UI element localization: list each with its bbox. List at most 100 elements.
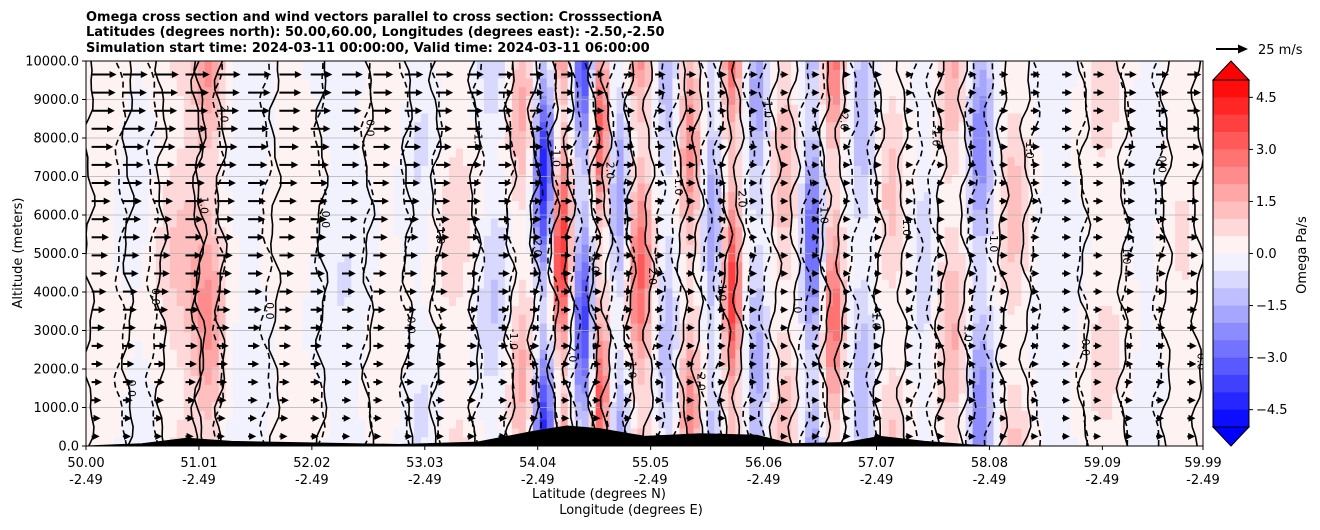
omega-cell: [162, 349, 171, 360]
omega-cell: [176, 271, 185, 281]
omega-cell: [623, 236, 632, 246]
omega-cell: [721, 393, 729, 403]
omega-cell: [162, 367, 171, 377]
omega-cell: [239, 297, 248, 307]
omega-cell: [553, 87, 562, 97]
omega-cell: [853, 183, 862, 193]
omega-cell: [106, 393, 115, 403]
omega-cell: [546, 183, 555, 193]
omega-cell: [553, 139, 562, 150]
omega-cell: [497, 402, 506, 412]
omega-cell: [658, 376, 667, 386]
omega-cell: [860, 393, 869, 403]
omega-cell: [853, 297, 862, 307]
omega-cell: [435, 78, 443, 88]
omega-cell: [386, 306, 394, 316]
omega-cell: [225, 209, 234, 220]
omega-cell: [141, 306, 150, 316]
omega-cell: [428, 411, 436, 421]
omega-cell: [846, 227, 855, 237]
omega-cell: [574, 314, 583, 325]
omega-cell: [686, 78, 694, 88]
omega-cell: [337, 166, 345, 176]
omega-cell: [239, 61, 248, 71]
omega-cell: [860, 61, 869, 71]
omega-cell: [630, 78, 639, 88]
omega-cell: [637, 349, 646, 360]
omega-cell: [462, 323, 471, 333]
omega-cell: [588, 122, 597, 132]
omega-cell: [504, 157, 513, 167]
omega-cell: [784, 393, 792, 403]
omega-cell: [539, 113, 548, 123]
omega-cell: [365, 297, 373, 307]
omega-cell: [700, 122, 708, 132]
omega-cell: [288, 402, 297, 412]
omega-cell: [546, 376, 555, 386]
omega-cell: [295, 341, 304, 351]
omega-cell: [274, 437, 283, 446]
omega-cell: [728, 367, 736, 377]
omega-cell: [330, 367, 338, 377]
omega-cell: [260, 279, 269, 290]
omega-cell: [714, 253, 722, 263]
omega-cell: [742, 402, 750, 412]
omega-cell: [211, 174, 220, 185]
omega-cell: [595, 192, 604, 202]
omega-cell: [204, 384, 213, 395]
omega-cell: [323, 393, 331, 403]
omega-cell: [113, 87, 122, 97]
omega-cell: [853, 358, 862, 368]
omega-cell: [602, 96, 611, 106]
omega-cell: [211, 393, 220, 403]
omega-cell: [798, 332, 806, 342]
omega-cell: [819, 323, 827, 333]
omega-cell: [134, 262, 143, 272]
omega-cell: [400, 402, 408, 412]
omega-cell: [379, 157, 387, 167]
omega-cell: [379, 271, 387, 281]
omega-cell: [435, 157, 443, 167]
omega-cell: [511, 131, 520, 141]
omega-cell: [742, 279, 750, 290]
omega-cell: [672, 332, 681, 342]
omega-cell: [853, 271, 862, 281]
omega-cell: [288, 183, 297, 193]
omega-cell: [106, 61, 115, 71]
omega-cell: [337, 148, 345, 158]
omega-cell: [826, 262, 834, 272]
omega-cell: [351, 297, 359, 307]
omega-cell: [323, 411, 331, 421]
omega-cell: [707, 332, 715, 342]
omega-cell: [735, 61, 743, 71]
omega-cell: [644, 87, 653, 97]
omega-cell: [595, 253, 604, 263]
omega-cell: [246, 166, 255, 176]
omega-cell: [735, 139, 743, 150]
omega-cell: [295, 244, 304, 255]
omega-cell: [511, 78, 520, 88]
omega-cell: [867, 209, 876, 220]
omega-cell: [826, 384, 834, 395]
omega-cell: [176, 253, 185, 263]
omega-cell: [393, 428, 401, 438]
omega-cell: [476, 271, 485, 281]
omega-cell: [113, 349, 122, 360]
omega-cell: [630, 61, 639, 71]
omega-cell: [141, 192, 150, 202]
omega-cell: [288, 384, 297, 395]
omega-cell: [672, 69, 681, 80]
omega-cell: [155, 332, 164, 342]
omega-cell: [414, 297, 422, 307]
omega-cell: [574, 96, 583, 106]
omega-cell: [344, 183, 352, 193]
omega-cell: [511, 139, 520, 150]
omega-cell: [777, 428, 785, 438]
omega-cell: [679, 131, 687, 141]
omega-cell: [113, 78, 122, 88]
omega-cell: [344, 227, 352, 237]
omega-cell: [707, 306, 715, 316]
omega-cell: [253, 78, 262, 88]
omega-cell: [120, 437, 129, 446]
omega-cell: [267, 271, 276, 281]
